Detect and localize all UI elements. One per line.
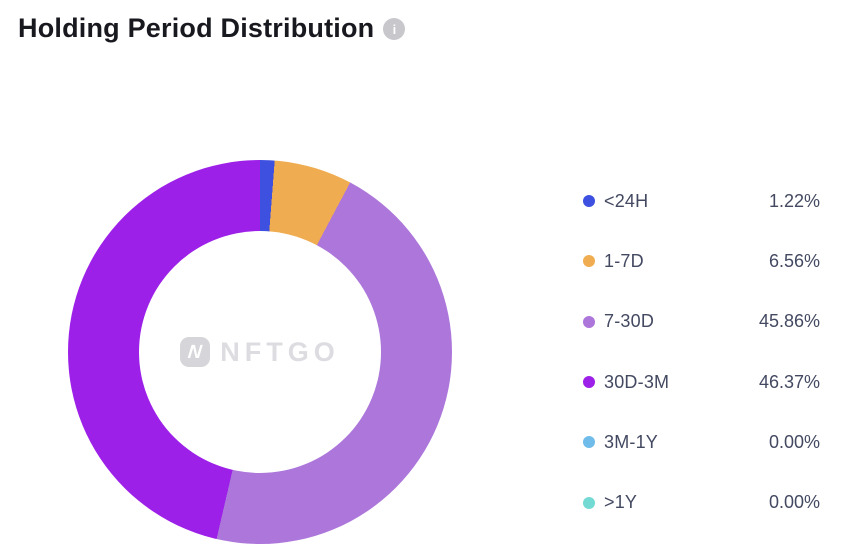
legend-item-3m1y[interactable]: 3M-1Y 0.00% — [583, 412, 820, 472]
donut-hole: N NFTGO — [139, 231, 381, 473]
legend-label: <24H — [604, 190, 649, 211]
nftgo-watermark: N NFTGO — [180, 337, 340, 367]
legend-item-730d[interactable]: 7-30D 45.86% — [583, 292, 820, 352]
legend-dot — [583, 195, 595, 208]
legend-item-17d[interactable]: 1-7D 6.56% — [583, 231, 820, 291]
legend-label: 30D-3M — [604, 371, 670, 392]
legend-value: 1.22% — [768, 190, 820, 211]
legend-label: 3M-1Y — [604, 431, 659, 452]
nftgo-logo-icon: N — [180, 337, 211, 367]
legend-label: >1Y — [604, 492, 638, 513]
legend-item-30d3m[interactable]: 30D-3M 46.37% — [583, 352, 820, 412]
info-icon[interactable]: i — [383, 18, 406, 40]
legend: <24H 1.22% 1-7D 6.56% 7-30D 45.86% 30D-3M 46.37… — [583, 171, 820, 533]
legend-dot — [583, 496, 595, 509]
legend-value: 46.37% — [758, 371, 820, 392]
legend-value: 6.56% — [768, 250, 820, 271]
card-header: Holding Period Distribution i — [18, 8, 406, 48]
nftgo-logo-glyph: N — [187, 341, 204, 363]
watermark-text: NFTGO — [220, 336, 340, 367]
legend-item-24h[interactable]: <24H 1.22% — [583, 171, 820, 231]
page-title: Holding Period Distribution — [18, 12, 375, 43]
legend-dot — [583, 255, 595, 268]
legend-value: 0.00% — [768, 492, 820, 513]
legend-value: 45.86% — [758, 311, 820, 332]
legend-dot — [583, 376, 595, 389]
legend-item-1y[interactable]: >1Y 0.00% — [583, 472, 820, 532]
legend-dot — [583, 436, 595, 449]
legend-label: 7-30D — [604, 311, 655, 332]
donut-chart[interactable]: N NFTGO — [68, 160, 452, 544]
legend-label: 1-7D — [604, 250, 644, 271]
legend-dot — [583, 315, 595, 328]
info-icon-glyph: i — [392, 21, 397, 37]
legend-value: 0.00% — [768, 431, 820, 452]
